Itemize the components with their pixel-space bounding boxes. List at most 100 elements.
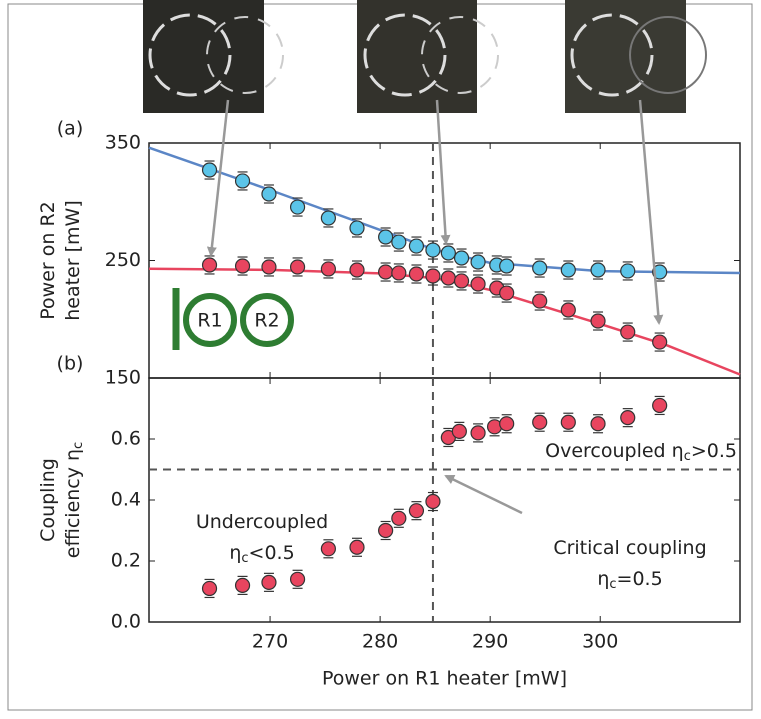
data-point xyxy=(201,257,218,273)
annotation-part: <0.5 xyxy=(249,542,295,564)
data-point xyxy=(470,254,486,270)
data-point xyxy=(234,577,251,594)
panel-label: (a) xyxy=(57,118,83,140)
data-point xyxy=(201,162,218,178)
annotation-part: Overcoupled η xyxy=(545,440,684,462)
data-point xyxy=(234,173,251,189)
data-point xyxy=(391,510,407,526)
data-point xyxy=(470,276,486,292)
data-point xyxy=(499,285,515,301)
y-axis-label-line: Power on R2 xyxy=(37,201,59,319)
data-point xyxy=(261,574,277,590)
data-point xyxy=(590,416,606,432)
data-point xyxy=(499,258,515,274)
data-point xyxy=(408,266,425,282)
annotation-part: η xyxy=(597,568,609,590)
annotation-part: Undercoupled xyxy=(196,511,328,533)
data-point xyxy=(261,259,277,275)
fit-line xyxy=(148,267,741,376)
data-point xyxy=(378,264,394,280)
data-point xyxy=(425,242,441,258)
data-point xyxy=(440,270,456,286)
data-point xyxy=(620,263,636,279)
data-point xyxy=(560,262,576,278)
y-tick-label: 0.4 xyxy=(111,489,141,511)
annotation: Overcoupled ηc>0.5 xyxy=(545,440,737,464)
x-axis-label: Power on R1 heater [mW] xyxy=(322,668,567,690)
icon-ring xyxy=(183,293,237,347)
data-point xyxy=(201,580,218,597)
y-tick-label: 0.6 xyxy=(111,428,141,450)
data-point xyxy=(499,416,515,432)
data-point xyxy=(289,199,306,215)
data-point xyxy=(425,493,441,510)
data-point xyxy=(470,425,486,441)
icon-ring xyxy=(240,293,294,347)
x-tick-label: 280 xyxy=(362,631,398,653)
panel-label: (b) xyxy=(57,353,84,375)
data-point xyxy=(652,397,668,414)
data-point xyxy=(453,250,470,266)
data-point xyxy=(532,414,548,430)
data-point xyxy=(620,324,636,340)
y-tick-label: 250 xyxy=(105,249,141,271)
data-point xyxy=(349,262,365,278)
x-tick-label: 290 xyxy=(472,631,508,653)
data-point xyxy=(391,265,407,281)
y-tick-label: 350 xyxy=(105,132,141,154)
x-tick-label: 270 xyxy=(252,631,288,653)
y-axis-label-line: heater [mW] xyxy=(62,200,84,321)
data-point xyxy=(425,268,441,284)
y-tick-label: 150 xyxy=(105,367,141,389)
data-point xyxy=(453,273,470,289)
photo-arrows xyxy=(206,99,664,515)
annotation-sub: c xyxy=(241,551,248,566)
annotation-part: η xyxy=(229,542,241,564)
data-point xyxy=(289,571,306,587)
annotation-sub: c xyxy=(684,449,691,464)
data-point xyxy=(378,522,394,539)
data-point xyxy=(440,245,456,261)
data-point xyxy=(234,258,251,274)
icon-label: R1 xyxy=(197,310,222,332)
data-point xyxy=(408,503,425,519)
annotation: Critical coupling xyxy=(553,537,706,559)
data-point xyxy=(408,238,425,254)
annotation: Undercoupled xyxy=(196,511,328,533)
data-point xyxy=(652,334,668,350)
data-point xyxy=(532,293,548,309)
data-point xyxy=(320,261,336,277)
data-point xyxy=(349,220,365,236)
annotation: ηc=0.5 xyxy=(597,568,662,592)
data-point xyxy=(620,410,636,426)
data-point xyxy=(320,210,336,226)
data-point xyxy=(560,414,576,430)
data-point xyxy=(560,302,576,318)
y-axis-label: Coupling efficiency ηc xyxy=(37,442,86,558)
annotation-part: =0.5 xyxy=(617,568,663,590)
x-tick-label: 300 xyxy=(582,631,618,653)
data-point xyxy=(451,423,467,439)
annotation-part: >0.5 xyxy=(691,440,737,462)
annotation: ηc<0.5 xyxy=(229,542,294,566)
y-tick-label: 0.2 xyxy=(111,550,141,572)
data-point xyxy=(289,259,306,275)
data-point xyxy=(391,234,407,250)
y-axis-label: Power on R2 heater [mW] xyxy=(37,200,84,321)
y-axis-label-sub: c xyxy=(71,442,86,449)
annotation-sub: c xyxy=(609,577,616,592)
data-point xyxy=(261,186,277,202)
data-point xyxy=(590,262,606,278)
data-point xyxy=(532,260,548,276)
data-point xyxy=(320,541,336,557)
annotation-part: Critical coupling xyxy=(553,537,706,559)
data-point xyxy=(590,313,606,329)
y-tick-label: 0.0 xyxy=(111,611,141,633)
data-point xyxy=(349,539,365,555)
y-axis-label-line: efficiency η xyxy=(62,449,84,558)
icon-label: R2 xyxy=(254,310,279,332)
data-point xyxy=(378,229,394,245)
y-axis-label-line: Coupling xyxy=(37,458,59,542)
photos xyxy=(143,0,707,113)
